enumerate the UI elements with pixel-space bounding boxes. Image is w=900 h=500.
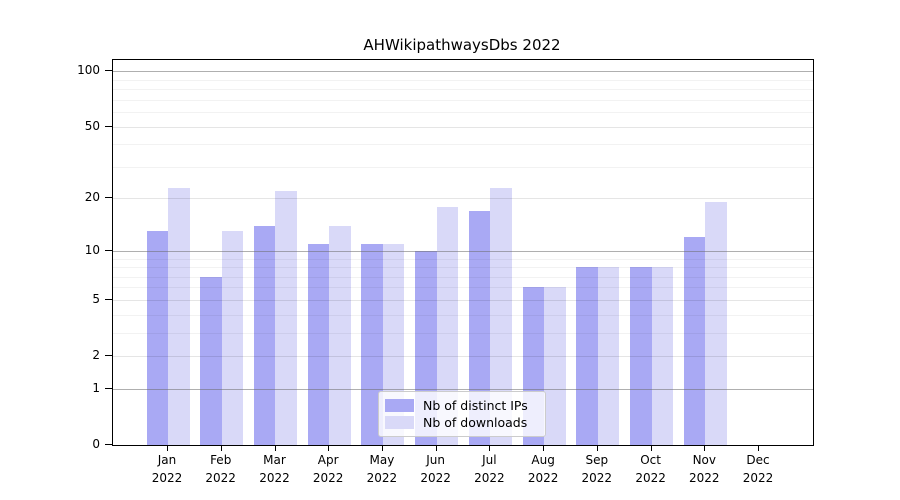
bar-downloads-jan <box>168 187 190 445</box>
bar-ips-jan <box>146 231 168 445</box>
ytick-mark-50 <box>105 125 112 127</box>
gridline-100 <box>113 71 813 73</box>
xtick-label-month-mar: Mar <box>263 453 286 467</box>
plot-area <box>112 59 814 446</box>
bar-downloads-feb <box>221 231 244 445</box>
ytick-label-2: 2 <box>92 348 100 362</box>
xtick-mark-nov <box>704 445 706 451</box>
xtick-label-month-jul: Jul <box>482 453 497 467</box>
xtick-label-year-may: 2022 <box>366 471 398 485</box>
gridline-50 <box>113 126 813 128</box>
legend-item-distinct-ips: Nb of distinct IPs <box>385 397 537 414</box>
xtick-mark-sep <box>596 445 598 451</box>
ytick-mark-2 <box>105 355 112 356</box>
xtick-label-year-sep: 2022 <box>581 471 613 485</box>
chart-title: AHWikipathwaysDbs 2022 <box>363 36 561 54</box>
bar-ips-may <box>361 243 383 445</box>
xtick-label-year-apr: 2022 <box>312 471 344 485</box>
legend-item-downloads: Nb of downloads <box>385 414 537 431</box>
xtick-mark-oct <box>650 445 652 451</box>
bar-downloads-sep <box>597 267 620 445</box>
xtick-mark-may <box>381 445 383 451</box>
legend-label-downloads: Nb of downloads <box>423 415 528 430</box>
ytick-label-20: 20 <box>84 190 100 205</box>
bar-downloads-mar <box>275 191 297 445</box>
xtick-mark-jun <box>435 445 437 451</box>
bar-ips-jul <box>468 210 491 445</box>
xtick-label-month-may: May <box>369 453 395 467</box>
gridline-40 <box>113 144 813 146</box>
xtick-label-year-jul: 2022 <box>474 471 505 485</box>
xtick-label-year-oct: 2022 <box>635 471 666 485</box>
ytick-label-50: 50 <box>84 118 100 133</box>
ytick-mark-1 <box>105 387 112 389</box>
xtick-label-month-dec: Dec <box>746 453 770 467</box>
xtick-mark-jan <box>167 445 168 451</box>
gridline-80 <box>113 89 813 90</box>
xtick-label-month-jan: Jan <box>157 453 177 467</box>
legend-swatch-downloads <box>385 416 414 429</box>
bar-ips-apr <box>307 243 330 445</box>
xtick-label-month-apr: Apr <box>317 453 339 467</box>
bar-downloads-jul <box>490 187 512 445</box>
bar-ips-sep <box>576 267 598 445</box>
legend-swatch-distinct-ips <box>385 399 414 412</box>
xtick-label-year-feb: 2022 <box>205 471 236 485</box>
xtick-mark-dec <box>758 445 759 451</box>
xtick-label-year-dec: 2022 <box>742 471 774 485</box>
ytick-mark-0 <box>105 444 112 445</box>
ytick-label-1: 1 <box>92 380 100 395</box>
ytick-label-0: 0 <box>92 437 100 451</box>
xtick-label-year-mar: 2022 <box>259 471 290 485</box>
ytick-mark-5 <box>105 298 112 300</box>
xtick-label-month-sep: Sep <box>585 453 609 467</box>
bar-ips-mar <box>253 225 276 445</box>
ytick-label-10: 10 <box>84 242 100 257</box>
xtick-mark-mar <box>274 445 276 451</box>
gridline-60 <box>113 112 813 113</box>
bar-downloads-apr <box>329 225 351 445</box>
bar-ips-nov <box>683 237 706 445</box>
gridline-30 <box>113 166 813 168</box>
xtick-mark-feb <box>220 445 222 451</box>
ytick-mark-20 <box>105 197 112 199</box>
gridline-70 <box>113 99 813 101</box>
ytick-mark-100 <box>105 70 112 72</box>
xtick-mark-apr <box>328 445 330 451</box>
xtick-label-year-nov: 2022 <box>689 471 720 485</box>
bar-ips-feb <box>200 276 222 445</box>
xtick-label-year-aug: 2022 <box>527 471 559 485</box>
xtick-label-month-nov: Nov <box>692 453 716 467</box>
bar-ips-oct <box>630 267 652 445</box>
bar-downloads-oct <box>651 267 674 445</box>
xtick-label-year-jun: 2022 <box>420 471 451 485</box>
legend-label-distinct-ips: Nb of distinct IPs <box>423 398 528 413</box>
ytick-label-5: 5 <box>92 291 100 306</box>
legend: Nb of distinct IPs Nb of downloads <box>378 391 546 437</box>
xtick-mark-aug <box>543 445 545 451</box>
xtick-label-month-jun: Jun <box>426 453 445 467</box>
gridline-20 <box>113 198 813 200</box>
xtick-label-month-oct: Oct <box>640 453 661 467</box>
bar-downloads-nov <box>705 202 727 445</box>
xtick-label-month-feb: Feb <box>210 453 232 467</box>
gridline-90 <box>113 79 813 81</box>
bar-downloads-aug <box>544 287 566 445</box>
ytick-label-100: 100 <box>77 63 100 78</box>
xtick-label-year-jan: 2022 <box>151 471 183 485</box>
xtick-mark-jul <box>489 445 491 451</box>
xtick-label-month-aug: Aug <box>531 453 555 467</box>
bar-downloads-jun <box>436 206 459 445</box>
ytick-mark-10 <box>105 249 112 251</box>
